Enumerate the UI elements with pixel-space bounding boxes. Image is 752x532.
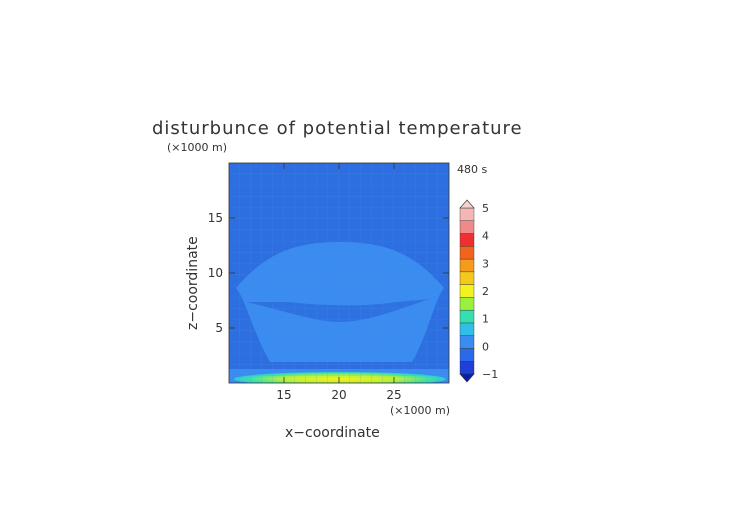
colorbar-segment-12 <box>459 207 475 221</box>
colorbar-segment-1 <box>459 348 475 362</box>
y-axis-label: z−coordinate <box>185 236 201 330</box>
colorbar-label-1: 4 <box>482 230 489 243</box>
chart-title: disturbunce of potential temperature <box>152 118 523 139</box>
colorbar-segment-6 <box>459 284 475 298</box>
colorbar-segment-2 <box>459 335 475 349</box>
x-tick-label-1: 20 <box>331 388 346 402</box>
colorbar-extend-max <box>459 199 475 209</box>
colorbar-segment-4 <box>459 309 475 324</box>
colorbar-label-6: −1 <box>482 368 498 381</box>
x-tick-label-2: 25 <box>386 388 401 402</box>
colorbar-segment-9 <box>459 246 475 260</box>
heatmap-field <box>229 163 449 383</box>
colorbar-segment-10 <box>459 233 475 247</box>
colorbar-label-4: 1 <box>482 313 489 326</box>
colorbar-label-2: 3 <box>482 257 489 270</box>
y-tick-label-2: 15 <box>208 211 223 225</box>
x-unit-label: (×1000 m) <box>390 404 450 417</box>
time-label: 480 s <box>457 163 487 176</box>
x-axis-label: x−coordinate <box>285 425 380 441</box>
colorbar-extend-min <box>459 373 475 383</box>
colorbar-segment-7 <box>459 271 475 285</box>
colorbar-segment-0 <box>459 361 475 375</box>
x-ticks: 15 20 25 <box>276 163 402 402</box>
colorbar-label-3: 2 <box>482 285 489 298</box>
y-tick-label-1: 10 <box>208 266 223 280</box>
y-ticks: 5 10 15 <box>208 211 449 335</box>
x-tick-label-0: 15 <box>276 388 291 402</box>
grid-overlay <box>229 163 449 383</box>
y-tick-label-0: 5 <box>215 321 223 335</box>
colorbar-segment-3 <box>459 322 475 336</box>
colorbar-segment-5 <box>459 297 475 311</box>
colorbar-segment-8 <box>459 258 475 273</box>
colorbar-segment-11 <box>459 220 475 234</box>
colorbar: 5 4 3 2 1 0 −1 <box>459 199 498 383</box>
colorbar-label-5: 0 <box>482 340 489 353</box>
z-unit-label: (×1000 m) <box>167 141 227 154</box>
colorbar-label-0: 5 <box>482 202 489 215</box>
